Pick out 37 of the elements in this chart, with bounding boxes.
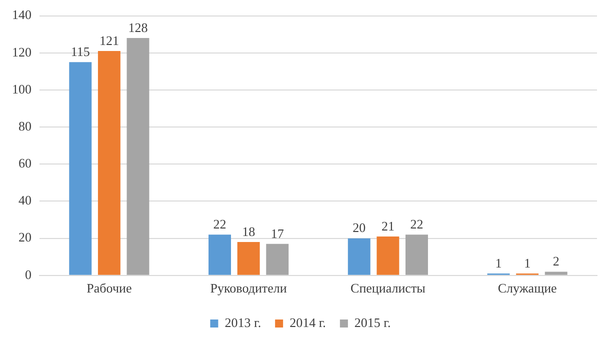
bar <box>406 234 428 275</box>
bar <box>376 236 400 275</box>
data-label: 1 <box>524 255 531 270</box>
data-label: 17 <box>270 226 284 241</box>
data-label: 18 <box>242 224 256 239</box>
data-label: 2 <box>552 254 560 269</box>
bar <box>69 62 92 275</box>
bar <box>237 242 260 275</box>
y-tick-label: 120 <box>12 44 32 60</box>
legend-label: 2015 г. <box>354 314 391 330</box>
y-tick-label: 80 <box>18 118 32 134</box>
x-tick-label: Рабочие <box>86 280 132 296</box>
data-label: 121 <box>99 32 119 48</box>
y-tick-label: 100 <box>12 81 32 96</box>
data-label: 115 <box>70 44 90 60</box>
bar <box>126 38 150 275</box>
data-label: 22 <box>213 216 226 232</box>
x-tick-label: Руководители <box>210 280 287 296</box>
legend-label: 2013 г. <box>224 314 262 330</box>
bar <box>98 51 120 275</box>
data-label: 1 <box>495 255 502 270</box>
data-label: 21 <box>381 218 394 234</box>
y-tick-label: 20 <box>18 230 32 245</box>
y-tick-label: 40 <box>18 192 32 208</box>
y-tick-label: 60 <box>18 156 32 171</box>
bar <box>544 272 568 275</box>
bar <box>266 244 289 275</box>
bar <box>208 234 231 275</box>
x-tick-label: Служащие <box>498 280 558 296</box>
data-label: 20 <box>352 220 366 236</box>
bar <box>348 238 370 275</box>
data-label: 128 <box>128 20 148 35</box>
legend-label: 2014 г. <box>290 314 326 330</box>
y-tick-label: 140 <box>12 7 32 22</box>
y-tick-label: 0 <box>25 266 32 282</box>
data-label: 22 <box>410 216 424 232</box>
x-tick-label: Специалисты <box>350 280 426 296</box>
